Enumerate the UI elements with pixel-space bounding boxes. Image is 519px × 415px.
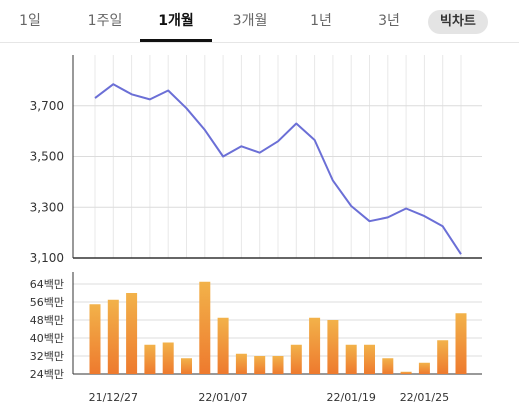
volume-bar xyxy=(327,320,339,374)
volume-bar xyxy=(309,317,321,374)
volume-bar xyxy=(455,313,467,374)
big-chart-button[interactable]: 빅차트 xyxy=(428,10,488,34)
volume-tick-label: 24백만 xyxy=(30,368,64,381)
volume-bar xyxy=(162,342,174,374)
tab-3year[interactable]: 3년 xyxy=(378,13,400,29)
x-tick-label: 21/12/27 xyxy=(89,391,138,404)
volume-bar xyxy=(400,371,412,374)
price-line xyxy=(94,83,462,255)
volume-tick-label: 56백만 xyxy=(30,296,64,309)
price-tick-label: 3,300 xyxy=(30,200,64,214)
tab-3month[interactable]: 3개월 xyxy=(232,13,268,29)
x-tick-label: 22/01/25 xyxy=(400,391,449,404)
x-tick-label: 22/01/19 xyxy=(326,391,375,404)
tab-1month[interactable]: 1개월 xyxy=(140,0,212,42)
price-tick-label: 3,500 xyxy=(30,150,64,164)
volume-bar xyxy=(437,340,449,374)
volume-bar xyxy=(181,358,192,374)
volume-bar xyxy=(272,356,284,374)
price-tick-label: 3,700 xyxy=(30,99,64,113)
volume-bar xyxy=(254,356,266,374)
volume-bar xyxy=(199,281,211,374)
x-tick-label: 22/01/07 xyxy=(198,391,247,404)
tab-1week[interactable]: 1주일 xyxy=(87,13,123,29)
volume-tick-label: 48백만 xyxy=(30,314,64,327)
volume-tick-label: 32백만 xyxy=(30,350,64,363)
volume-bar xyxy=(364,344,375,374)
price-tick-label: 3,100 xyxy=(30,251,64,265)
volume-tick-label: 64백만 xyxy=(30,278,64,291)
tab-1day[interactable]: 1일 xyxy=(19,13,41,29)
volume-bar xyxy=(217,317,229,374)
period-tab-bar: 1일 1주일 1개월 3개월 1년 3년 빅차트 xyxy=(0,0,519,43)
volume-bar xyxy=(345,344,357,374)
volume-bar xyxy=(235,353,247,374)
volume-bar xyxy=(290,344,302,374)
tab-1year[interactable]: 1년 xyxy=(310,13,332,29)
volume-bar xyxy=(89,304,101,374)
volume-bar xyxy=(144,344,156,374)
volume-bar xyxy=(382,358,394,374)
volume-bar xyxy=(126,293,138,374)
volume-bar xyxy=(418,362,430,374)
volume-tick-label: 40백만 xyxy=(30,332,64,345)
volume-bar xyxy=(107,299,119,374)
